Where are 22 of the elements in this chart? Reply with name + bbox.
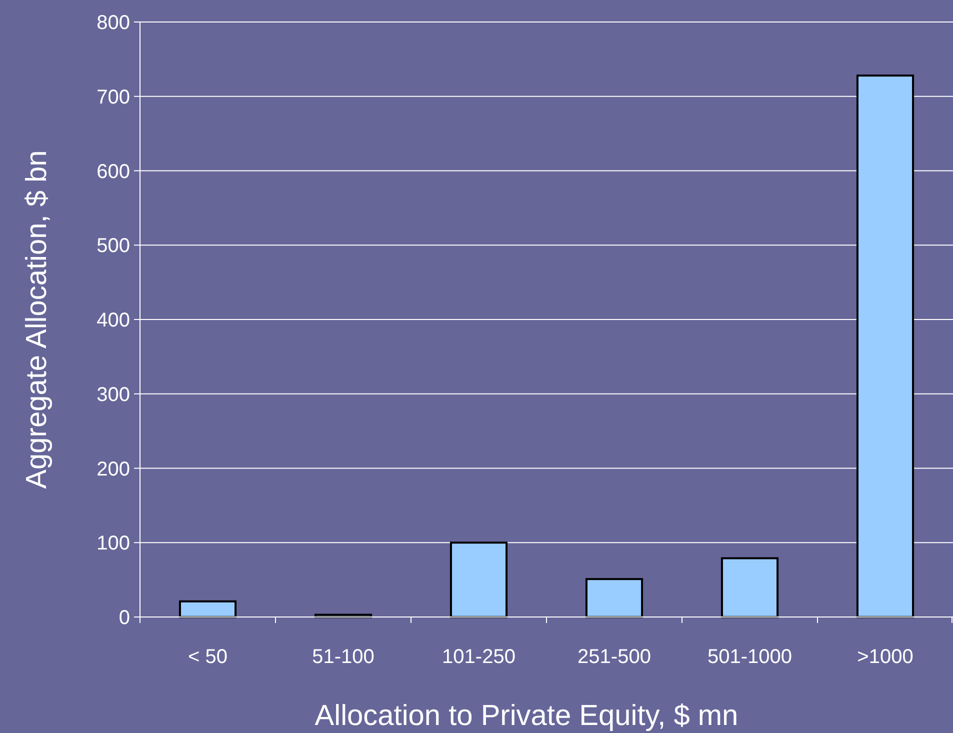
x-tick-label: 51-100 bbox=[312, 646, 374, 668]
y-tick-label: 0 bbox=[118, 607, 130, 629]
x-tick-label: 251-500 bbox=[578, 646, 651, 668]
y-tick-label: 400 bbox=[96, 310, 130, 332]
y-tick-label: 800 bbox=[96, 12, 130, 34]
x-tick-label: >1000 bbox=[857, 646, 914, 668]
y-tick-label: 700 bbox=[96, 86, 130, 108]
bar bbox=[585, 578, 644, 618]
bar bbox=[450, 542, 508, 618]
bar bbox=[178, 600, 237, 618]
bar bbox=[720, 557, 779, 618]
y-tick-label: 600 bbox=[96, 160, 130, 183]
x-axis-title: Allocation to Private Equity, $ mn bbox=[314, 700, 738, 732]
y-axis-title: Aggregate Allocation, $ bn bbox=[21, 150, 53, 489]
bar bbox=[856, 74, 914, 618]
y-tick-label: 300 bbox=[96, 384, 130, 406]
x-tick-label: 101-250 bbox=[442, 646, 516, 668]
y-tick-label: 500 bbox=[96, 235, 130, 258]
x-tick-label: < 50 bbox=[188, 646, 228, 668]
y-tick-label: 100 bbox=[96, 532, 130, 555]
x-tick-label: 501-1000 bbox=[707, 646, 792, 668]
y-tick-label: 200 bbox=[96, 458, 130, 480]
